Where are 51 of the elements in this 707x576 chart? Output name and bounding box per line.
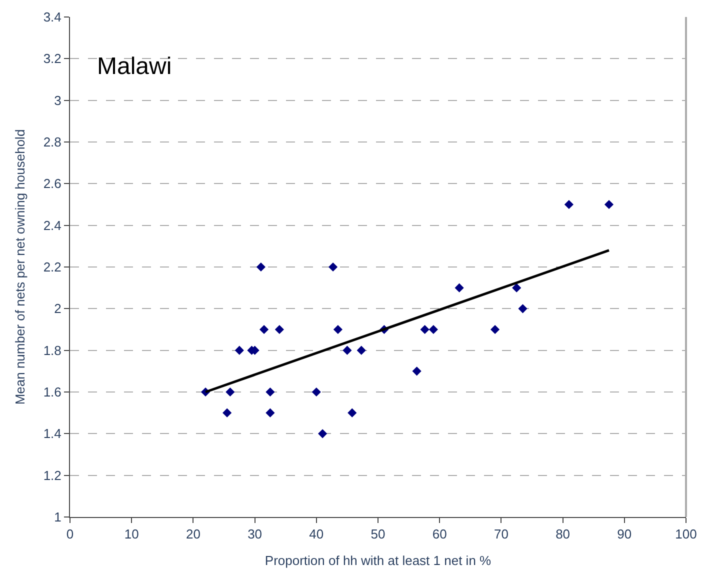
point (512, 283, 522, 292)
y-tick-label: 3.2 (43, 51, 62, 66)
x-tick-label: 100 (675, 526, 697, 542)
point (342, 346, 352, 355)
point (274, 324, 284, 334)
x-tick-label: 20 (186, 526, 200, 542)
point (266, 408, 275, 418)
x-tick-label: 80 (556, 526, 570, 542)
point (348, 408, 357, 418)
point (222, 408, 232, 418)
y-tick-label: 1.8 (43, 342, 62, 358)
point (234, 346, 244, 355)
point (490, 324, 500, 334)
x-tick-label: 60 (432, 526, 447, 542)
y-tick-label: 3 (54, 92, 62, 108)
point (518, 304, 528, 314)
y-tick-label: 1.6 (43, 384, 62, 400)
y-tick-label: 3.4 (43, 10, 62, 25)
x-tick-label: 40 (309, 526, 324, 542)
point (428, 324, 438, 334)
point (328, 262, 338, 272)
point (312, 387, 321, 397)
point (604, 200, 614, 210)
x-tick-label: 10 (124, 526, 139, 542)
x-tick-label: 30 (248, 526, 262, 542)
point (256, 262, 266, 272)
y-tick-label: 1 (54, 510, 62, 525)
y-tick-label: 1.4 (43, 426, 62, 442)
y-tick-label: 2 (54, 301, 62, 316)
x-tick-label: 90 (617, 526, 632, 542)
y-tick-label: 2.8 (43, 134, 62, 150)
x-tick-label: 0 (66, 526, 74, 542)
y-tick-label: 2.2 (43, 260, 62, 275)
y-tick-label: 2.4 (43, 218, 62, 233)
y-axis-title: Mean number of nets per net owning household (12, 129, 28, 405)
y-tick-label: 1.2 (43, 468, 62, 483)
x-axis-title: Proportion of hh with at least 1 net in % (264, 553, 492, 568)
point (412, 366, 422, 376)
point (333, 324, 343, 334)
point (226, 387, 235, 397)
point (564, 200, 574, 210)
x-tick-label: 50 (370, 526, 386, 542)
point (318, 429, 328, 438)
x-tick-label: 70 (494, 526, 508, 542)
y-tick-label: 2.6 (43, 176, 62, 192)
point (420, 324, 430, 334)
point (356, 346, 366, 355)
point (259, 324, 269, 334)
point (266, 387, 275, 397)
point (454, 283, 464, 292)
text: Malawi (97, 53, 172, 80)
